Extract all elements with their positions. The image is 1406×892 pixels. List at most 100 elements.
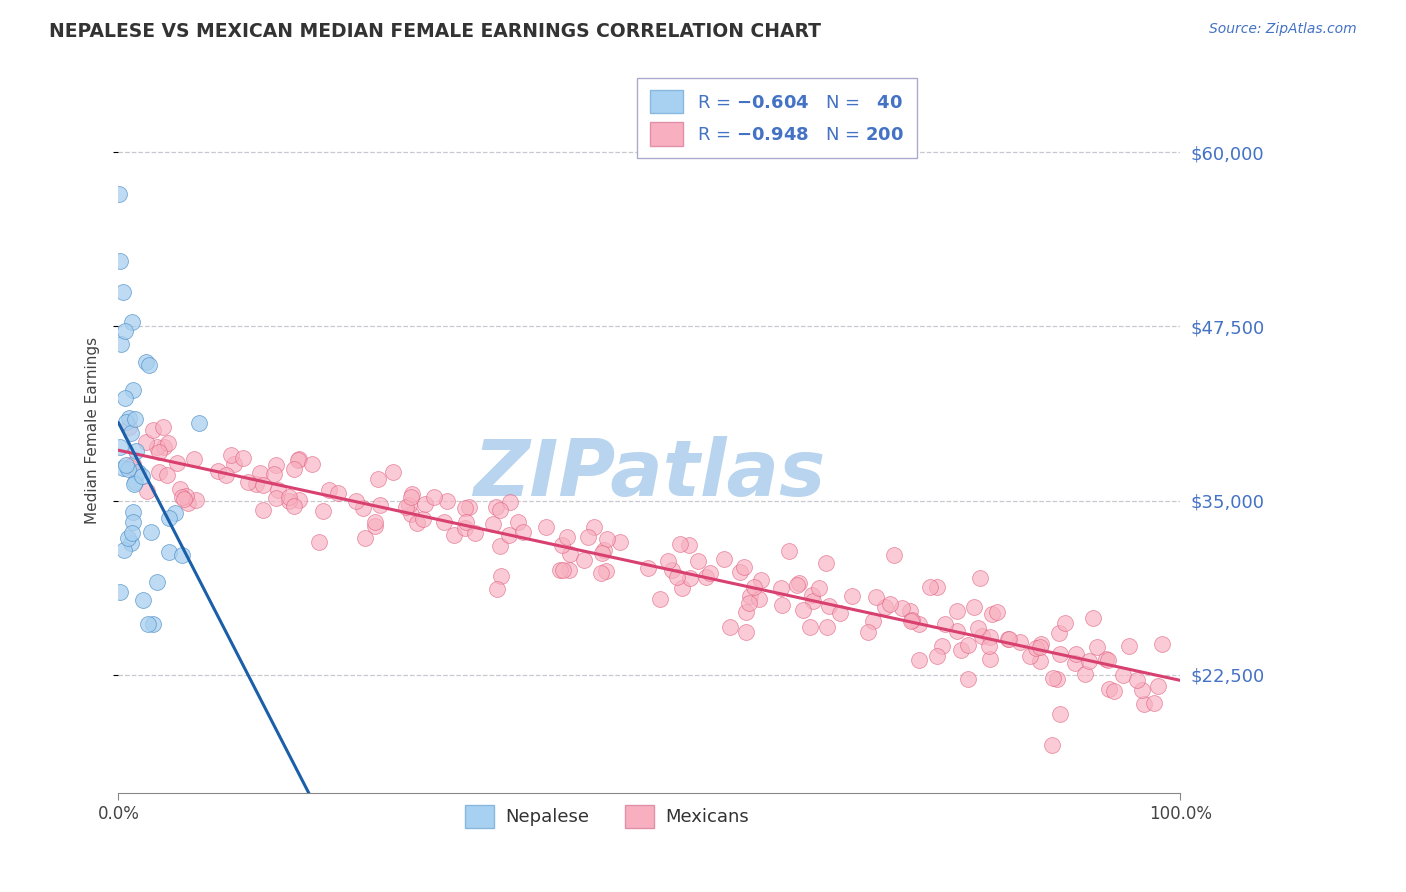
Point (841, 589, 863, 603)
Point (735, 624, 758, 639)
Text: NEPALESE VS MEXICAN MEDIAN FEMALE EARNINGS CORRELATION CHART: NEPALESE VS MEXICAN MEDIAN FEMALE EARNIN… (49, 22, 821, 41)
Point (401, 487, 423, 501)
Point (108, 585, 131, 599)
Point (173, 492, 195, 507)
Point (135, 434, 157, 449)
Point (748, 591, 770, 606)
Text: Source: ZipAtlas.com: Source: ZipAtlas.com (1209, 22, 1357, 37)
Point (730, 565, 752, 579)
Point (108, 186, 131, 201)
Point (249, 466, 271, 480)
Point (177, 496, 200, 510)
Point (127, 465, 149, 479)
Point (908, 617, 931, 632)
Point (1130, 683, 1153, 698)
Point (485, 500, 508, 514)
Point (207, 464, 229, 478)
Point (778, 544, 800, 558)
Point (364, 515, 387, 529)
Point (713, 551, 735, 566)
Legend: Nepalese, Mexicans: Nepalese, Mexicans (458, 797, 756, 835)
Point (486, 582, 509, 596)
Point (678, 538, 700, 552)
Point (139, 525, 162, 540)
Point (354, 531, 377, 545)
Point (1008, 634, 1031, 648)
Text: ZIPatlas: ZIPatlas (474, 436, 825, 512)
Point (1064, 648, 1087, 662)
Point (934, 616, 956, 631)
Point (498, 528, 520, 542)
Point (931, 639, 953, 653)
Point (1126, 673, 1149, 688)
Point (112, 285, 135, 300)
Point (114, 325, 136, 339)
Point (946, 604, 969, 618)
Point (686, 554, 709, 568)
Point (1143, 696, 1166, 710)
Point (799, 619, 821, 633)
Point (436, 494, 458, 508)
Point (576, 530, 599, 544)
Point (962, 600, 984, 615)
Point (264, 458, 287, 472)
Point (456, 515, 478, 529)
Point (957, 639, 980, 653)
Point (458, 500, 481, 514)
Point (121, 515, 143, 529)
Point (920, 580, 942, 594)
Point (215, 467, 238, 482)
Point (221, 448, 243, 462)
Point (865, 591, 887, 605)
Point (278, 493, 301, 508)
Point (183, 452, 205, 467)
Point (236, 475, 259, 490)
Point (648, 591, 671, 606)
Point (786, 578, 808, 592)
Point (986, 605, 1008, 619)
Point (117, 410, 139, 425)
Point (1042, 671, 1064, 685)
Point (669, 537, 692, 551)
Point (873, 599, 896, 614)
Point (1087, 640, 1109, 655)
Point (925, 648, 948, 663)
Point (591, 566, 613, 580)
Point (856, 624, 879, 639)
Point (901, 613, 924, 627)
Point (401, 508, 423, 522)
Point (148, 445, 170, 459)
Point (666, 570, 689, 584)
Point (609, 535, 631, 549)
Point (637, 561, 659, 575)
Point (593, 543, 616, 558)
Point (1029, 640, 1052, 654)
Point (742, 581, 765, 595)
Point (1077, 654, 1099, 668)
Point (981, 607, 1004, 621)
Point (454, 521, 477, 535)
Point (891, 601, 914, 615)
Point (288, 452, 311, 467)
Point (245, 477, 267, 491)
Point (423, 491, 446, 505)
Point (121, 315, 143, 329)
Point (318, 483, 340, 497)
Point (122, 505, 145, 519)
Point (671, 582, 693, 596)
Point (967, 621, 990, 635)
Point (146, 440, 169, 454)
Point (1046, 673, 1069, 687)
Point (405, 516, 427, 531)
Point (792, 603, 814, 617)
Point (998, 632, 1021, 647)
Point (595, 564, 617, 578)
Point (125, 444, 148, 458)
Point (156, 467, 179, 482)
Point (749, 573, 772, 587)
Point (828, 607, 851, 621)
Point (288, 492, 311, 507)
Point (1102, 684, 1125, 698)
Point (1133, 697, 1156, 711)
Point (1047, 625, 1070, 640)
